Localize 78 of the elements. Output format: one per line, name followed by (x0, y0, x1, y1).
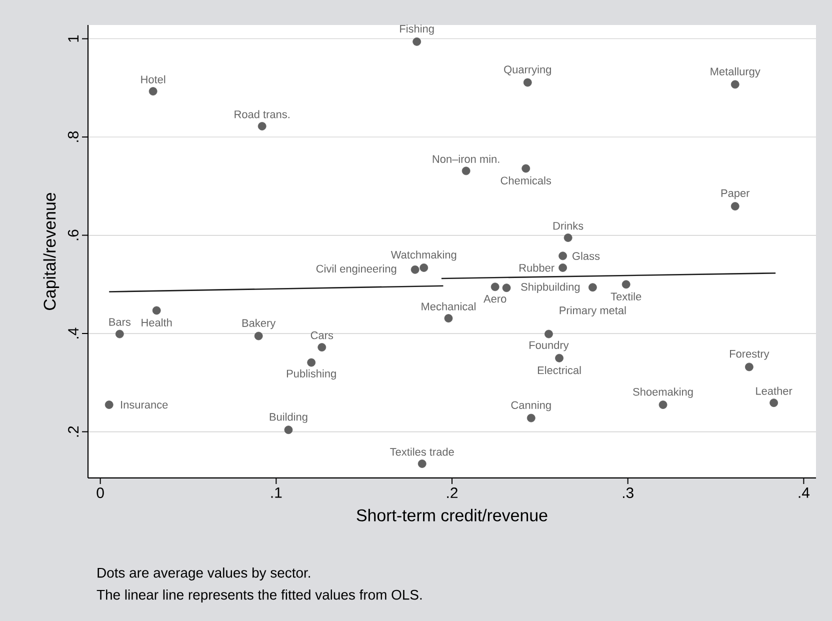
x-axis-title: Short-term credit/revenue (356, 508, 548, 522)
annotation: Publishing (286, 369, 336, 380)
annotation: Insurance (121, 400, 168, 409)
x-tick-label: .4 (798, 488, 810, 498)
x-tick-label: .1 (271, 488, 282, 498)
point (522, 164, 530, 173)
annotation: Health (142, 318, 172, 326)
annotation: Shipbuilding (521, 282, 580, 293)
annotation: Metallurgy (710, 67, 760, 78)
annotation: Road trans. (234, 110, 290, 118)
annotation: Aero (484, 295, 506, 303)
annotation: Foundry (530, 340, 569, 352)
x-tick-label: 0 (96, 488, 104, 498)
point (558, 263, 567, 272)
y-tick-label: .2 (68, 426, 78, 437)
annotation: Civil engineering (316, 264, 396, 275)
annotation: Primary metal (560, 306, 626, 316)
point (558, 252, 567, 260)
annotation: Quarrying (504, 65, 551, 76)
annotation: Drinks (553, 222, 584, 230)
point (104, 400, 114, 409)
point (420, 263, 428, 272)
annotation: Mechanical (422, 302, 476, 310)
point (410, 265, 420, 274)
point (526, 414, 536, 422)
y-axis-title: Capital/revenue (43, 192, 60, 310)
x-tick-label: .3 (622, 488, 634, 498)
annotation: Bars (109, 318, 131, 326)
point (284, 426, 293, 434)
annotation: Textile (610, 292, 642, 300)
point (730, 202, 740, 210)
point (544, 330, 553, 338)
point (622, 280, 630, 289)
point (254, 332, 263, 340)
point (115, 330, 124, 338)
y-tick-label: .6 (68, 230, 78, 240)
annotation: Cars (310, 331, 334, 340)
annotation: Paper (721, 189, 750, 200)
annotation: Watchmaking (390, 250, 456, 261)
annotation: Rubber (520, 264, 554, 272)
annotation: Bakery (242, 318, 276, 330)
y-tick-label: .4 (68, 328, 78, 338)
point (658, 400, 668, 409)
annotation: Shoemaking (633, 388, 693, 398)
point (462, 166, 470, 176)
point (490, 282, 500, 292)
annotation: Glass (572, 252, 600, 260)
text: The linear line represents the fitted values from OLS. (96, 589, 422, 602)
annotation: Fishing (400, 24, 434, 35)
annotation: Non–iron min. (432, 154, 500, 163)
point (588, 283, 597, 292)
point (444, 314, 453, 322)
point (152, 306, 161, 315)
point (307, 358, 316, 367)
point (744, 362, 754, 372)
annotation: Chemicals (500, 176, 552, 184)
x-tick-label: .2 (447, 488, 458, 498)
annotation: Building (270, 412, 308, 423)
point (555, 354, 564, 362)
point (730, 80, 740, 89)
point (418, 460, 426, 468)
annotation: Leather (756, 386, 792, 395)
y-tick-label: .8 (68, 131, 78, 142)
y-tick-label: 1 (68, 35, 78, 42)
point (318, 343, 326, 352)
annotation: Canning (511, 400, 551, 412)
point (258, 122, 266, 130)
annotation: Forestry (730, 350, 770, 360)
point (502, 284, 511, 292)
point (148, 87, 158, 96)
annotation: Hotel (141, 75, 166, 84)
point (412, 37, 422, 46)
annotation: Electrical (538, 366, 581, 374)
text: Dots are average values by sector. (98, 567, 310, 580)
annotation: Textiles trade (390, 448, 454, 456)
point (564, 234, 572, 242)
point (523, 78, 532, 87)
point (770, 398, 778, 408)
